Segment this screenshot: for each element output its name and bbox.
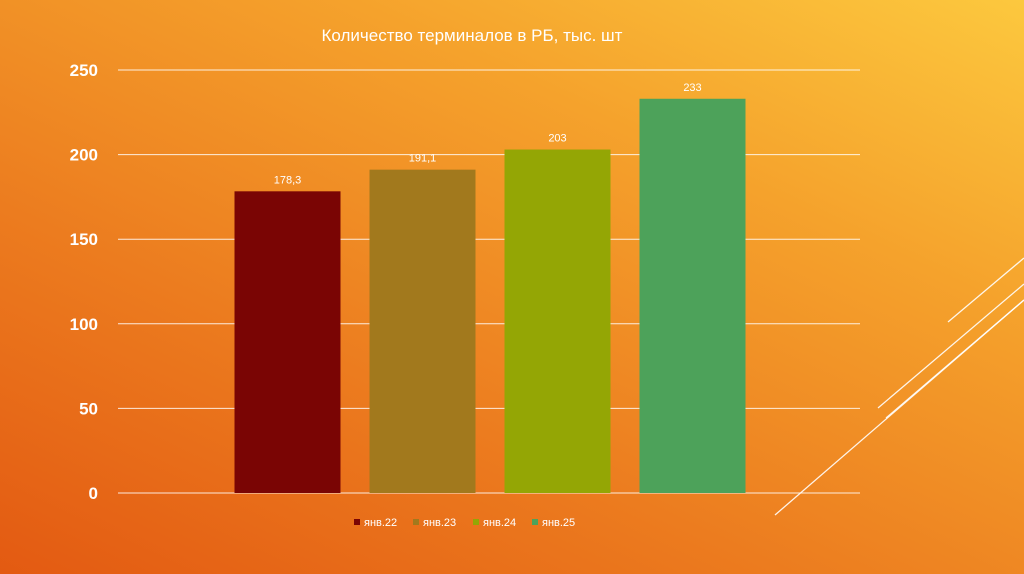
legend-swatch	[532, 519, 538, 525]
legend-label: янв.22	[364, 517, 397, 529]
legend-label: янв.25	[542, 517, 575, 529]
y-tick-label: 50	[79, 399, 98, 418]
data-label: 191,1	[409, 153, 437, 165]
legend-swatch	[354, 519, 360, 525]
y-axis-ticks: 0 50 100 150 200 250	[70, 61, 98, 503]
y-tick-label: 250	[70, 61, 98, 80]
y-tick-label: 200	[70, 146, 98, 165]
y-tick-label: 0	[89, 484, 98, 503]
legend: янв.22 янв.23 янв.24 янв.25	[354, 517, 575, 529]
legend-label: янв.23	[423, 517, 456, 529]
legend-swatch	[473, 519, 479, 525]
decorative-lines	[774, 257, 1024, 516]
y-tick-label: 150	[70, 230, 98, 249]
gridlines	[118, 69, 860, 494]
bar	[369, 169, 476, 493]
legend-label: янв.24	[483, 517, 516, 529]
legend-swatch	[413, 519, 419, 525]
chart-title: Количество терминалов в РБ, тыс. шт	[322, 26, 623, 45]
data-label: 203	[548, 133, 566, 145]
data-label: 233	[683, 82, 701, 94]
bar	[504, 149, 611, 494]
y-tick-label: 100	[70, 315, 98, 334]
data-labels: 178,3 191,1 203 233	[274, 82, 702, 187]
bars	[234, 98, 746, 494]
bar	[639, 98, 746, 493]
bar	[234, 191, 341, 493]
data-label: 178,3	[274, 174, 302, 186]
